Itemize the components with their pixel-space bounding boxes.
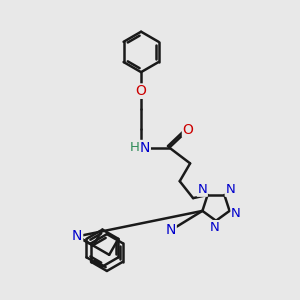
Text: N: N — [197, 183, 207, 196]
Text: N: N — [166, 223, 176, 237]
Text: N: N — [231, 207, 241, 220]
Text: H: H — [130, 141, 140, 154]
Text: N: N — [225, 183, 235, 196]
Text: N: N — [210, 221, 219, 234]
Text: N: N — [72, 230, 83, 243]
Text: O: O — [136, 84, 146, 98]
Text: O: O — [183, 123, 194, 137]
Text: N: N — [140, 141, 150, 154]
